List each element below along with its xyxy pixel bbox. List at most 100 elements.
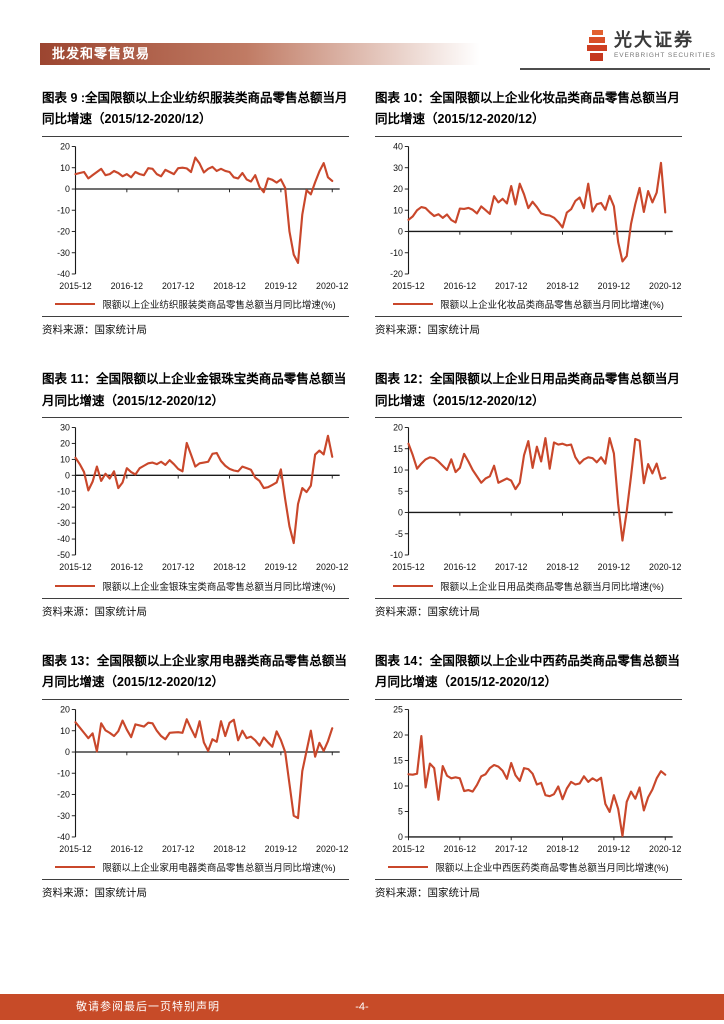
- legend-line-swatch: [388, 865, 429, 868]
- data-line: [407, 734, 667, 837]
- svg-text:2017-12: 2017-12: [162, 281, 194, 291]
- svg-text:2015-12: 2015-12: [59, 843, 91, 853]
- footer-disclaimer: 敬请参阅最后一页特别声明: [76, 1001, 220, 1013]
- source-note: 资料来源：国家统计局: [42, 886, 147, 899]
- svg-text:2018-12: 2018-12: [213, 281, 245, 291]
- figure-10: 图表 10：全国限额以上企业化妆品类商品零售总额当月同比增速（2015/12-2…: [375, 88, 682, 337]
- y-axis: -50 -40 -30 -20 -10 0 10 20 30: [57, 423, 77, 560]
- svg-text:2018-12: 2018-12: [213, 562, 245, 572]
- brand-name-cn: 光大证券: [614, 30, 694, 50]
- figure-divider: [42, 878, 349, 880]
- svg-text:2019-12: 2019-12: [598, 281, 630, 291]
- svg-text:0: 0: [398, 227, 403, 237]
- svg-text:-30: -30: [57, 810, 70, 820]
- figure-title: 图表 14：全国限额以上企业中西药品类商品零售总额当月同比增速（2015/12-…: [375, 653, 680, 689]
- svg-text:2017-12: 2017-12: [495, 843, 527, 853]
- svg-text:2020-12: 2020-12: [649, 562, 681, 572]
- data-line: [74, 435, 334, 545]
- svg-text:-40: -40: [57, 269, 70, 279]
- figure-divider: [375, 316, 682, 318]
- svg-text:2018-12: 2018-12: [546, 281, 578, 291]
- figure-divider: [375, 597, 682, 599]
- svg-text:-10: -10: [57, 487, 70, 497]
- data-line: [407, 437, 667, 542]
- legend-label: 限额以上企业化妆品类商品零售总额当月同比增速(%): [440, 300, 664, 312]
- svg-text:20: 20: [393, 184, 403, 194]
- title-divider: [42, 417, 349, 419]
- svg-text:20: 20: [60, 704, 70, 714]
- svg-text:-20: -20: [390, 269, 403, 279]
- source-note: 资料来源：国家统计局: [375, 605, 480, 618]
- svg-text:-20: -20: [57, 502, 70, 512]
- svg-text:2017-12: 2017-12: [495, 281, 527, 291]
- svg-text:2017-12: 2017-12: [162, 843, 194, 853]
- svg-text:2019-12: 2019-12: [265, 281, 297, 291]
- source-note: 资料来源：国家统计局: [375, 324, 480, 337]
- y-axis: -10 -5 0 5 10 15 20: [390, 423, 410, 560]
- svg-text:-50: -50: [57, 550, 70, 560]
- svg-text:15: 15: [393, 444, 403, 454]
- chart-legend: 限额以上企业日用品类商品零售总额当月同比增速(%): [375, 578, 682, 594]
- svg-text:2020-12: 2020-12: [316, 843, 348, 853]
- figure-title: 图表 12：全国限额以上企业日用品类商品零售总额当月同比增速（2015/12-2…: [375, 372, 680, 408]
- legend-line-swatch: [55, 303, 96, 306]
- svg-text:-10: -10: [57, 768, 70, 778]
- line-chart-figure-12: -10 -5 0 5 10 15 20 2015-12 2016-12 2017-12 2018-1…: [390, 423, 681, 572]
- figures-grid: 图表 9 :全国限额以上企业纺织服装类商品零售总额当月同比增速（2015/12-…: [42, 88, 682, 900]
- svg-text:2015-12: 2015-12: [59, 281, 91, 291]
- figure-12: 图表 12：全国限额以上企业日用品类商品零售总额当月同比增速（2015/12-2…: [375, 369, 682, 618]
- x-axis: 2015-12 2016-12 2017-12 2018-12 2019-12 2020-…: [392, 230, 682, 291]
- line-chart-figure-10: -20 -10 0 10 20 30 40 2015-12 2016-12 2017-12 2018…: [390, 142, 682, 291]
- legend-label: 限额以上企业纺织服装类商品零售总额当月同比增速(%): [102, 300, 336, 312]
- legend-label: 限额以上企业日用品类商品零售总额当月同比增速(%): [440, 581, 664, 593]
- title-divider: [42, 136, 349, 137]
- svg-text:2020-12: 2020-12: [649, 843, 681, 853]
- svg-text:2020-12: 2020-12: [316, 562, 348, 572]
- svg-text:0: 0: [398, 832, 403, 842]
- svg-text:20: 20: [393, 423, 403, 433]
- svg-text:-10: -10: [390, 248, 403, 258]
- chart-legend: 限额以上企业金银珠宝类商品零售总额当月同比增速(%): [42, 578, 349, 594]
- svg-text:10: 10: [393, 781, 403, 791]
- svg-text:10: 10: [60, 455, 70, 465]
- svg-text:2020-12: 2020-12: [649, 281, 681, 291]
- svg-text:-5: -5: [395, 529, 403, 539]
- svg-text:30: 30: [60, 423, 70, 433]
- svg-text:2019-12: 2019-12: [598, 843, 630, 853]
- legend-line-swatch: [55, 584, 96, 587]
- svg-text:-10: -10: [390, 550, 403, 560]
- title-divider: [375, 417, 682, 419]
- chart-legend: 限额以上企业家用电器类商品零售总额当月同比增速(%): [42, 859, 349, 875]
- source-note: 资料来源：国家统计局: [42, 324, 147, 337]
- svg-text:2018-12: 2018-12: [213, 843, 245, 853]
- svg-text:2018-12: 2018-12: [546, 843, 578, 853]
- svg-text:-20: -20: [57, 789, 70, 799]
- title-divider: [375, 698, 682, 700]
- title-divider: [375, 136, 682, 137]
- figure-title: 图表 11：全国限额以上企业金银珠宝类商品零售总额当月同比增速（2015/12-…: [42, 372, 347, 408]
- x-axis: 2015-12 2016-12 2017-12 2018-12 2019-12 2020-…: [59, 750, 349, 853]
- svg-text:5: 5: [398, 806, 403, 816]
- y-axis: -40 -30 -20 -10 0 10 20: [57, 142, 77, 279]
- figure-title: 图表 10：全国限额以上企业化妆品类商品零售总额当月同比增速（2015/12-2…: [375, 91, 680, 127]
- svg-text:2015-12: 2015-12: [392, 562, 424, 572]
- figure-11: 图表 11：全国限额以上企业金银珠宝类商品零售总额当月同比增速（2015/12-…: [42, 369, 349, 618]
- svg-text:2016-12: 2016-12: [444, 562, 476, 572]
- svg-text:0: 0: [65, 184, 70, 194]
- legend-line-swatch: [393, 584, 434, 587]
- svg-text:10: 10: [60, 725, 70, 735]
- svg-text:2016-12: 2016-12: [444, 843, 476, 853]
- y-axis: 0 5 10 15 20 25: [393, 704, 410, 842]
- title-divider: [42, 698, 349, 700]
- svg-text:10: 10: [60, 163, 70, 173]
- figure-14: 图表 14：全国限额以上企业中西药品类商品零售总额当月同比增速（2015/12-…: [375, 651, 682, 900]
- svg-text:-30: -30: [57, 518, 70, 528]
- brand-text: 光大证券 EVERBRIGHT SECURITIES: [614, 30, 716, 59]
- section-title: 批发和零售贸易: [52, 46, 151, 61]
- chart-legend: 限额以上企业中西医药类商品零售总额当月同比增速(%): [375, 859, 682, 875]
- svg-text:2020-12: 2020-12: [316, 281, 348, 291]
- svg-text:-20: -20: [57, 227, 70, 237]
